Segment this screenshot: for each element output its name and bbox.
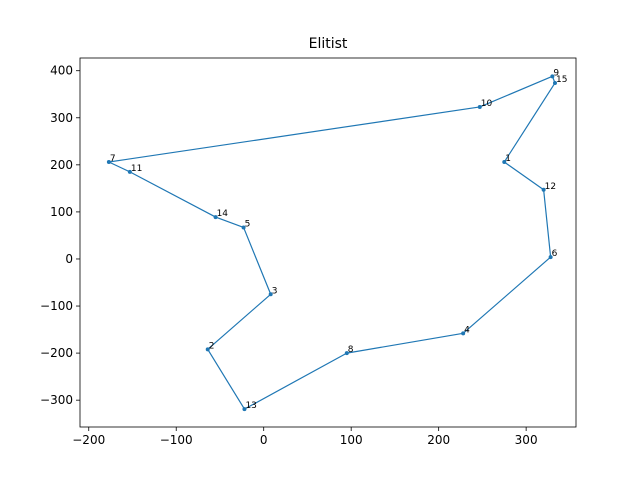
- point-label: 2: [209, 341, 215, 351]
- x-tick-label: −200: [72, 433, 105, 447]
- y-tick-label: −300: [40, 393, 73, 407]
- route-point: [213, 215, 218, 220]
- point-label: 3: [272, 286, 278, 296]
- y-axis: −300 −200 −100 0 100 200 300 400: [40, 64, 80, 407]
- point-label: 9: [553, 68, 559, 78]
- x-tick-label: 200: [427, 433, 450, 447]
- x-tick-label: 100: [340, 433, 363, 447]
- point-label: 1: [505, 154, 511, 164]
- route-point: [106, 160, 111, 165]
- route-point: [548, 255, 553, 260]
- point-label: 6: [552, 249, 558, 259]
- point-label: 8: [348, 345, 354, 355]
- route-point: [550, 74, 555, 79]
- point-label: 7: [110, 154, 116, 164]
- route-point: [127, 169, 132, 174]
- x-tick-label: 300: [515, 433, 538, 447]
- route-point: [268, 292, 273, 297]
- route-point: [541, 187, 546, 192]
- plot-area: [79, 57, 577, 428]
- route-line: [108, 75, 556, 410]
- y-tick-label: −200: [40, 346, 73, 360]
- route-point: [241, 225, 246, 230]
- chart-title: Elitist: [309, 36, 348, 52]
- route-point: [502, 160, 507, 165]
- y-tick-label: 100: [50, 205, 73, 219]
- route-point: [205, 347, 210, 352]
- point-label: 13: [245, 401, 256, 411]
- x-tick-label: 0: [260, 433, 268, 447]
- point-labels: 915 1 12 6 4 8 13 2 3 5 14 11 7 10: [110, 68, 568, 411]
- point-label: 4: [464, 325, 470, 335]
- point-label: 15: [556, 75, 567, 85]
- point-label: 14: [217, 209, 229, 219]
- y-tick-label: 200: [50, 158, 73, 172]
- route-point: [553, 80, 558, 85]
- x-tick-label: −100: [160, 433, 193, 447]
- y-tick-label: −100: [40, 299, 73, 313]
- point-label: 12: [545, 182, 556, 192]
- route-points: [106, 74, 558, 412]
- y-tick-label: 300: [50, 111, 73, 125]
- y-tick-label: 0: [65, 252, 73, 266]
- route-point: [461, 331, 466, 336]
- x-axis: −200 −100 0 100 200 300: [72, 427, 538, 447]
- route-point: [344, 351, 349, 356]
- point-label: 5: [245, 219, 251, 229]
- y-tick-label: 400: [50, 64, 73, 78]
- point-label: 11: [131, 164, 142, 174]
- route-point: [242, 407, 247, 412]
- point-label: 10: [481, 99, 493, 109]
- route-point: [477, 104, 482, 109]
